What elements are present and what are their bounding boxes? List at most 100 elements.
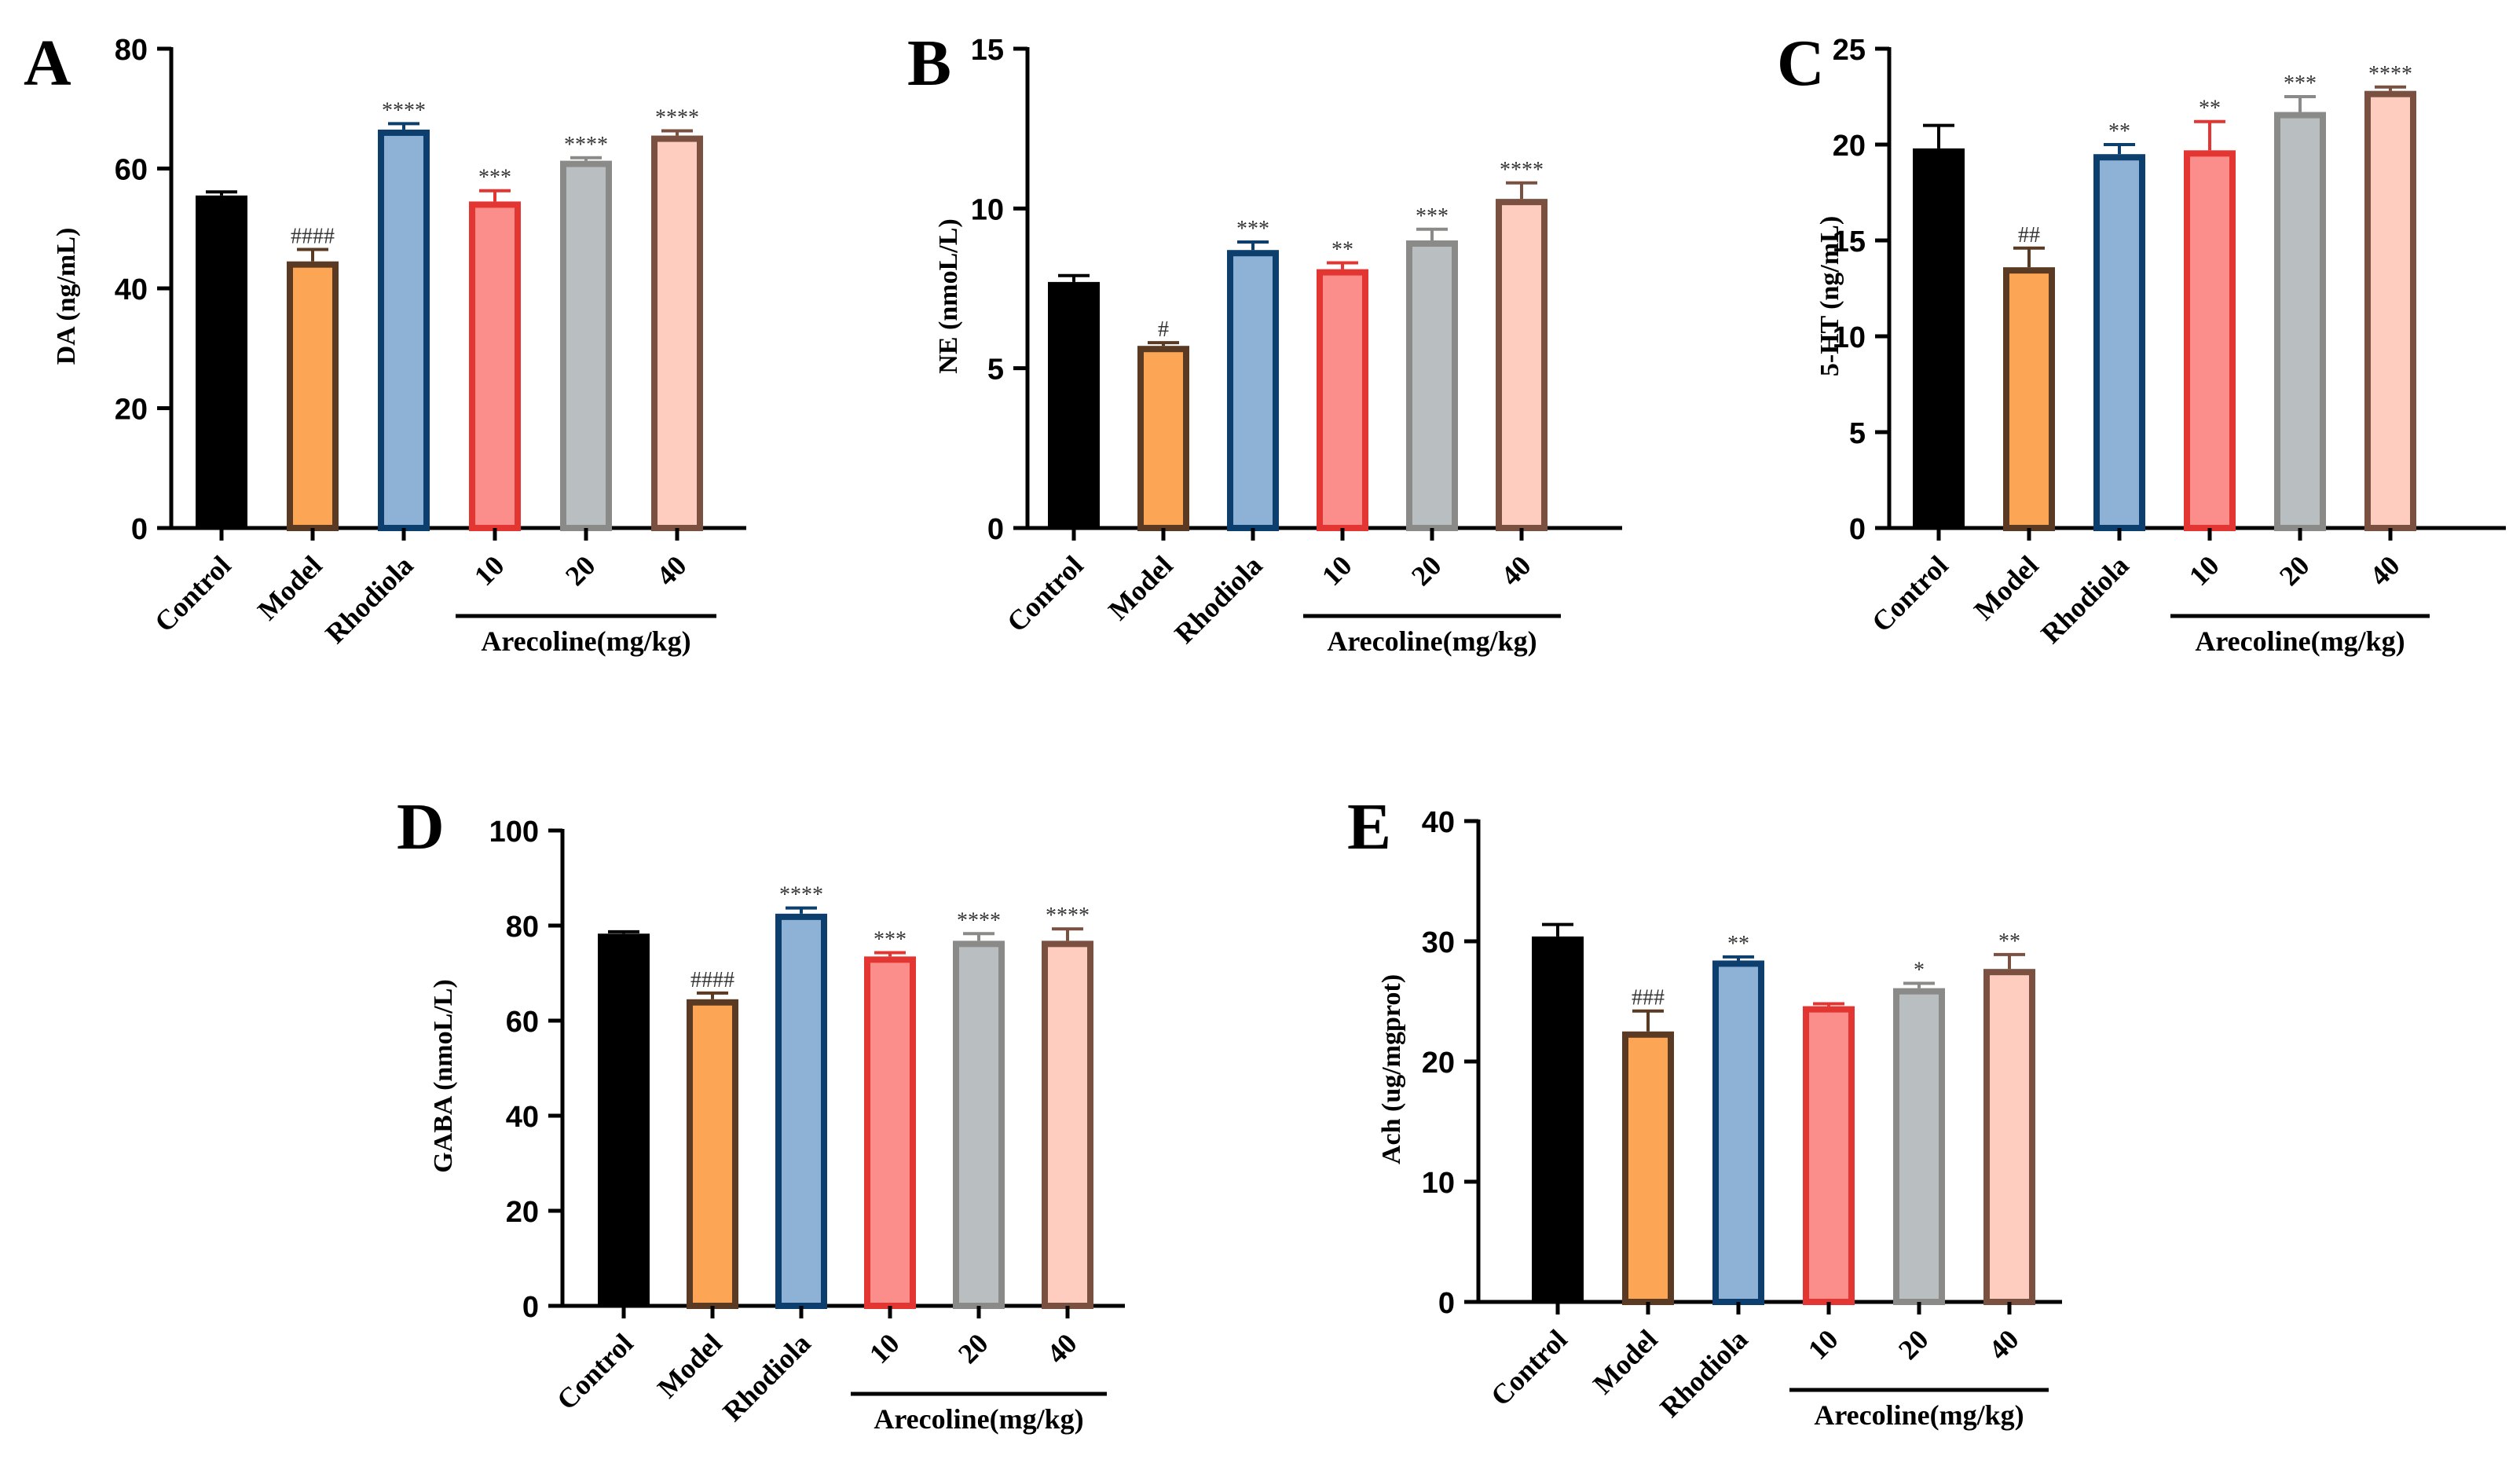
bar-model [1137, 346, 1189, 532]
significance-label: **** [779, 883, 823, 908]
y-tick-label: 0 [1438, 1287, 1455, 1320]
bar-control [196, 195, 247, 528]
y-tick-label: 10 [971, 193, 1004, 226]
category-label: Control [551, 1327, 639, 1416]
significance-label: #### [690, 968, 734, 992]
significance-label: ## [2018, 223, 2040, 248]
y-tick-label: 40 [115, 273, 148, 306]
y-tick-label: 15 [971, 34, 1004, 67]
category-label: Model [651, 1327, 728, 1404]
significance-label: *** [1236, 217, 1269, 241]
significance-label: #### [291, 224, 335, 248]
bar-10 [1803, 1006, 1855, 1305]
bar-40 [1983, 969, 2035, 1305]
y-tick-label: 40 [1422, 806, 1455, 839]
category-label: Control [148, 549, 237, 638]
category-label: Rhodiola [319, 549, 419, 649]
significance-label: # [1158, 317, 1169, 342]
category-label: Control [1866, 549, 1954, 638]
category-label: 20 [559, 549, 602, 592]
y-axis-title: NE (nmoL/L) [934, 218, 963, 373]
panel-c: C 5-HT (ng/mL) 0 5 10 15 20 25 Control ## Model ** R… [1777, 27, 2506, 657]
bar-rhodiola [378, 129, 430, 531]
panel-letter: C [1777, 27, 1825, 100]
significance-label: **** [1046, 904, 1090, 928]
significance-label: ### [1632, 986, 1665, 1010]
category-label: Rhodiola [716, 1327, 816, 1427]
bar-40 [651, 135, 703, 531]
bar-model [1622, 1031, 1674, 1305]
significance-label: **** [957, 908, 1001, 933]
group-label: Arecoline(mg/kg) [481, 625, 690, 657]
panel-b: B NE (nmoL/L) 0 5 10 15 Control # Model *** Rhodio… [907, 27, 1622, 657]
group-label: Arecoline(mg/kg) [1814, 1399, 2024, 1431]
y-tick-label: 0 [987, 513, 1004, 546]
panel-letter: E [1347, 790, 1391, 864]
bar-10 [2184, 150, 2236, 531]
bar-20 [2274, 112, 2326, 531]
y-tick-label: 10 [1422, 1167, 1455, 1200]
category-label: Rhodiola [1654, 1323, 1753, 1423]
bar-20 [1406, 240, 1458, 531]
y-tick-label: 20 [1422, 1047, 1455, 1080]
bar-rhodiola [775, 913, 827, 1309]
category-label: Control [1001, 549, 1090, 638]
group-label: Arecoline(mg/kg) [2195, 625, 2405, 657]
significance-label: ** [2199, 97, 2221, 121]
y-tick-label: 60 [506, 1006, 539, 1039]
category-label: 20 [1405, 549, 1448, 592]
significance-label: ** [2108, 119, 2130, 144]
category-label: 40 [650, 549, 693, 592]
category-label: Model [251, 549, 328, 626]
y-tick-label: 15 [1833, 226, 1866, 258]
panel-letter: D [397, 790, 445, 864]
y-tick-label: 60 [115, 154, 148, 187]
significance-label: * [1914, 959, 1925, 983]
category-label: Model [1587, 1323, 1664, 1400]
panel-a: ADA (ng/mL)020406080Control####Model****… [24, 27, 746, 657]
group-label: Arecoline(mg/kg) [1327, 625, 1537, 657]
panel-letter: A [24, 27, 71, 100]
bar-model [687, 999, 738, 1310]
significance-label: **** [1500, 158, 1544, 182]
bar-20 [1893, 988, 1945, 1306]
category-label: Rhodiola [1168, 549, 1268, 649]
significance-label: *** [478, 166, 511, 190]
significance-label: **** [2368, 62, 2412, 86]
significance-label: **** [382, 98, 426, 123]
bar-40 [1042, 940, 1093, 1309]
significance-label: ** [1727, 932, 1749, 956]
category-label: 40 [1983, 1323, 2025, 1366]
y-tick-label: 0 [131, 513, 148, 546]
group-label: Arecoline(mg/kg) [874, 1403, 1083, 1435]
category-label: 10 [1802, 1323, 1844, 1366]
category-label: 10 [1316, 549, 1358, 592]
significance-label: *** [2284, 72, 2317, 96]
bar-rhodiola [1712, 960, 1764, 1305]
bar-10 [864, 956, 916, 1309]
bar-10 [1317, 269, 1368, 531]
category-label: Model [1102, 549, 1179, 626]
category-label: Control [1485, 1323, 1573, 1412]
y-tick-label: 10 [1833, 321, 1866, 354]
category-label: 10 [863, 1327, 906, 1370]
category-label: Model [1968, 549, 2045, 626]
category-label: 40 [1041, 1327, 1083, 1370]
category-label: 10 [468, 549, 511, 592]
bar-model [2003, 267, 2055, 531]
y-tick-label: 0 [1849, 513, 1866, 546]
y-axis-title: Ach (ug/mgprot) [1377, 974, 1406, 1164]
y-axis-title: 5-HT (ng/mL) [1815, 216, 1844, 376]
y-tick-label: 100 [489, 816, 539, 849]
y-tick-label: 80 [115, 34, 148, 67]
y-tick-label: 5 [1849, 417, 1866, 450]
y-axis-title: GABA (nmoL/L) [429, 979, 458, 1173]
y-tick-label: 20 [115, 394, 148, 427]
significance-label: *** [1416, 204, 1449, 229]
significance-label: ** [1998, 930, 2020, 954]
category-label: 10 [2183, 549, 2225, 592]
y-tick-label: 20 [506, 1196, 539, 1229]
bar-control [1913, 148, 1965, 528]
significance-label: **** [655, 105, 699, 130]
